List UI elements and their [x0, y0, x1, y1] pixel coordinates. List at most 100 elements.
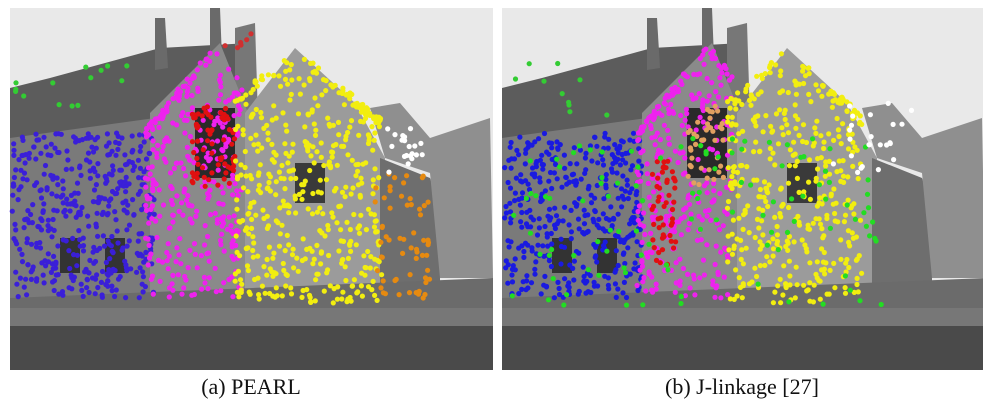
feature-point: [307, 78, 312, 83]
feature-point: [841, 97, 846, 102]
feature-point: [669, 239, 674, 244]
feature-point: [29, 242, 34, 247]
feature-point: [870, 219, 875, 224]
feature-point: [205, 196, 210, 201]
feature-point: [686, 130, 691, 135]
feature-point: [138, 149, 143, 154]
feature-point: [180, 213, 185, 218]
feature-point: [640, 302, 645, 307]
feature-point: [753, 235, 758, 240]
feature-point: [787, 163, 792, 168]
feature-point: [840, 121, 845, 126]
feature-point: [732, 97, 737, 102]
feature-point: [558, 142, 563, 147]
feature-point: [819, 155, 824, 160]
feature-point: [740, 129, 745, 134]
feature-point: [539, 198, 544, 203]
feature-point: [622, 280, 627, 285]
feature-point: [16, 157, 21, 162]
panel-image: [10, 8, 493, 370]
feature-point: [116, 277, 121, 282]
feature-point: [29, 277, 34, 282]
feature-point: [201, 147, 206, 152]
feature-point: [149, 119, 154, 124]
feature-point: [772, 215, 777, 220]
feature-point: [507, 201, 512, 206]
feature-point: [758, 263, 763, 268]
feature-point: [276, 73, 281, 78]
feature-point: [52, 278, 57, 283]
feature-point: [95, 211, 100, 216]
feature-point: [213, 211, 218, 216]
feature-point: [144, 132, 149, 137]
feature-point: [698, 143, 703, 148]
feature-point: [106, 238, 111, 243]
feature-point: [278, 84, 283, 89]
feature-point: [358, 176, 363, 181]
feature-point: [299, 295, 304, 300]
feature-point: [666, 193, 671, 198]
feature-point: [426, 200, 431, 205]
feature-point: [259, 145, 264, 150]
feature-point: [793, 102, 798, 107]
feature-point: [509, 156, 514, 161]
feature-point: [589, 193, 594, 198]
feature-point: [831, 261, 836, 266]
feature-point: [549, 264, 554, 269]
feature-point: [856, 176, 861, 181]
feature-point: [719, 70, 724, 75]
feature-point: [374, 218, 379, 223]
feature-point: [414, 152, 419, 157]
feature-point: [172, 166, 177, 171]
feature-point: [711, 188, 716, 193]
feature-point: [701, 258, 706, 263]
feature-point: [838, 237, 843, 242]
feature-point: [635, 209, 640, 214]
feature-point: [250, 248, 255, 253]
feature-point: [817, 182, 822, 187]
feature-point: [345, 130, 350, 135]
feature-point: [784, 122, 789, 127]
feature-point: [286, 242, 291, 247]
feature-point: [291, 247, 296, 252]
feature-point: [760, 208, 765, 213]
feature-point: [528, 231, 533, 236]
feature-point: [259, 73, 264, 78]
feature-point: [258, 110, 263, 115]
feature-point: [851, 211, 856, 216]
feature-point: [244, 246, 249, 251]
feature-point: [243, 165, 248, 170]
feature-point: [370, 191, 375, 196]
feature-point: [233, 99, 238, 104]
feature-point: [641, 275, 646, 280]
feature-point: [296, 269, 301, 274]
feature-point: [271, 73, 276, 78]
feature-point: [560, 91, 565, 96]
feature-point: [844, 108, 849, 113]
feature-point: [56, 131, 61, 136]
feature-point: [282, 186, 287, 191]
feature-point: [771, 300, 776, 305]
feature-point: [148, 251, 153, 256]
feature-point: [401, 180, 406, 185]
feature-point: [857, 120, 862, 125]
feature-point: [754, 74, 759, 79]
feature-point: [687, 221, 692, 226]
feature-point: [714, 217, 719, 222]
feature-point: [712, 138, 717, 143]
feature-point: [230, 192, 235, 197]
feature-point: [353, 173, 358, 178]
feature-point: [182, 274, 187, 279]
feature-point: [61, 200, 66, 205]
feature-point: [592, 284, 597, 289]
feature-point: [397, 236, 402, 241]
feature-point: [613, 267, 618, 272]
feature-point: [726, 247, 731, 252]
feature-point: [174, 259, 179, 264]
feature-point: [124, 227, 129, 232]
feature-point: [759, 89, 764, 94]
feature-point: [616, 229, 621, 234]
feature-point: [741, 261, 746, 266]
feature-point: [811, 143, 816, 148]
feature-point: [290, 142, 295, 147]
